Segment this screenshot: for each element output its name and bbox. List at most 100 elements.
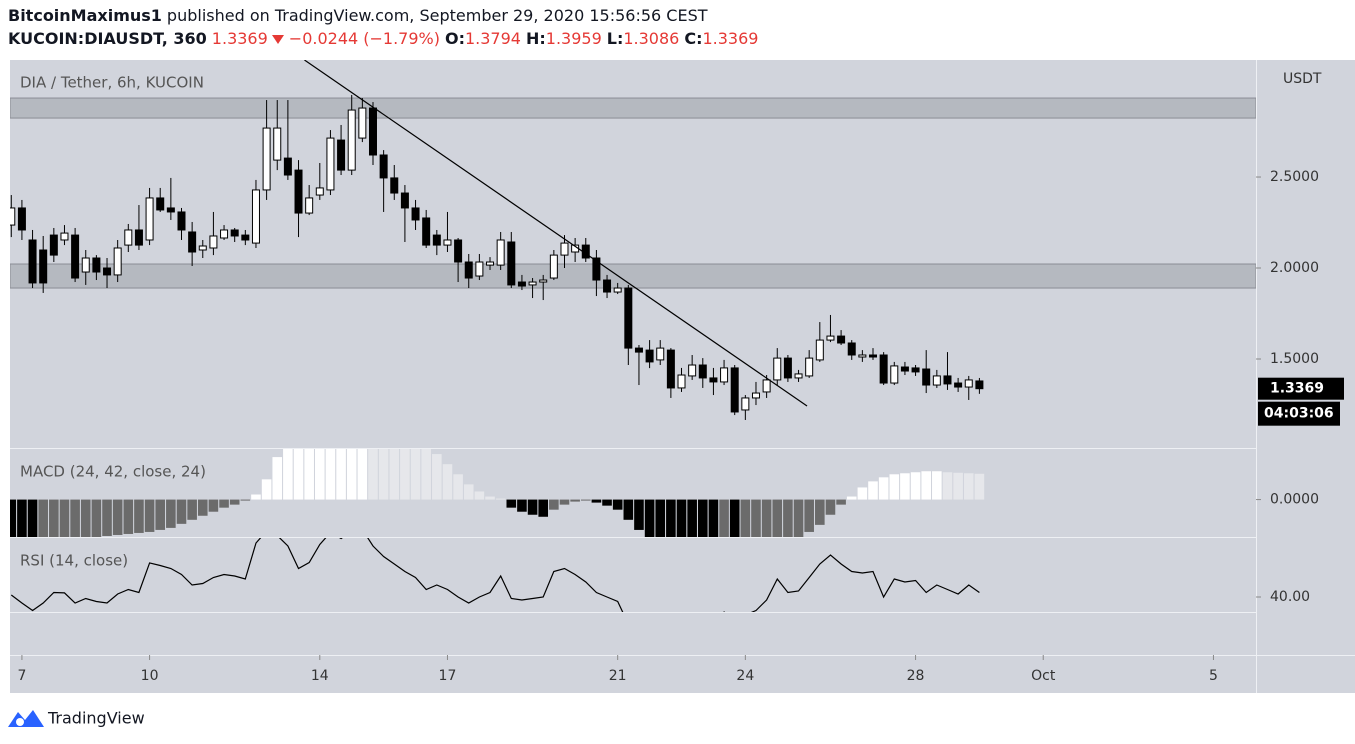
macd-bar [506,499,517,508]
macd-bar [634,499,644,530]
open-value: 1.3794 [464,29,521,48]
macd-bar [17,499,27,537]
macd-bar [793,499,804,537]
macd-bar [229,499,240,505]
candle-body [368,107,377,156]
candle-body [400,192,409,209]
x-tick-label: 24 [736,668,754,684]
candle-body [613,287,622,293]
macd-bar [570,499,580,502]
macd-bar [719,499,729,537]
x-tick-label: 17 [439,668,457,684]
macd-bar [325,449,336,500]
candle-body [783,357,792,379]
macd-panel [10,449,985,537]
candle-body [411,207,420,221]
macd-bar [591,499,602,503]
macd-bar [453,474,463,500]
symbol: KUCOIN:DIAUSDT, 360 [8,29,207,48]
macd-bar [123,499,134,534]
x-tick-label: 14 [311,668,329,684]
candle-body [337,139,346,171]
low-label: L: [606,29,624,48]
panel-separators [10,60,1355,693]
candle-body [560,242,569,256]
header-line-2: KUCOIN:DIAUSDT, 360 1.3369 −0.0244 (−1.79%… [8,29,758,48]
price-panel [10,60,1256,420]
macd-bar [963,473,974,500]
candle-body [92,257,101,273]
candle-body [815,339,824,361]
candle-body [592,257,601,281]
macd-bar [655,499,666,537]
macd-bar [27,499,38,537]
macd-bar [644,499,655,537]
candle-body [624,287,633,349]
y-tick-label: 2.5000 [1270,169,1319,185]
macd-bar [485,496,495,500]
macd-bar [102,499,112,536]
macd-bar [751,499,761,537]
candle-body [188,231,197,253]
macd-bar [602,499,612,506]
macd-bar [953,472,963,500]
x-tick-label: 21 [609,668,627,684]
y-tick-label: 1.5000 [1270,351,1319,367]
header-line-1: BitcoinMaximus1 published on TradingView.… [8,6,708,25]
macd-bar [197,499,208,516]
macd-bar [772,499,783,537]
macd-bar [272,457,283,500]
macd-bar [389,449,400,500]
candle-body [60,232,69,241]
macd-bar [868,481,878,500]
macd-bar [240,499,251,501]
macd-bar [261,479,272,500]
y-tick-label: 0.0000 [1270,492,1319,508]
macd-bar [155,499,166,530]
close-value: 1.3369 [702,29,759,48]
brand: TradingView [47,709,145,728]
open-label: O: [444,29,465,48]
candle-body [145,197,154,241]
logo [8,710,44,727]
macd-bar [559,499,570,505]
candle-body [464,261,473,279]
macd-bar [10,499,17,537]
candle-body [251,189,260,244]
macd-bar [91,499,102,537]
candle-body [794,373,803,379]
macd-bar [208,499,219,512]
price-legend: DIA / Tether, 6h, KUCOIN [20,74,204,92]
macd-bar [932,471,942,500]
countdown: 04:03:06 [1264,406,1334,422]
candle-body [81,257,90,273]
candle-body [390,177,399,194]
macd-bar [740,499,751,537]
macd-bar [623,499,634,520]
macd-bar [857,487,868,500]
macd-bar [900,473,910,500]
macd-bar [836,499,846,505]
candle-body [273,127,282,161]
candle-body [177,211,186,231]
candle-body [517,281,526,287]
high-value: 1.3959 [545,29,602,48]
macd-bar [59,499,70,537]
candle-body [656,347,665,361]
macd-bar [942,472,953,500]
candle-body [751,392,760,399]
macd-bar [676,499,687,537]
macd-bar [921,471,932,500]
candle-body [262,127,271,191]
macd-bar [549,499,559,510]
candle-body [28,239,37,284]
macd-bar [687,499,697,537]
candle-body [539,279,548,283]
macd-bar [580,499,591,501]
macd-bar [357,449,368,500]
macd-bar [729,499,740,537]
candle-body [294,169,303,214]
rsi-legend: RSI (14, close) [20,552,128,570]
macd-bar [134,499,144,533]
candle-body [432,234,441,246]
